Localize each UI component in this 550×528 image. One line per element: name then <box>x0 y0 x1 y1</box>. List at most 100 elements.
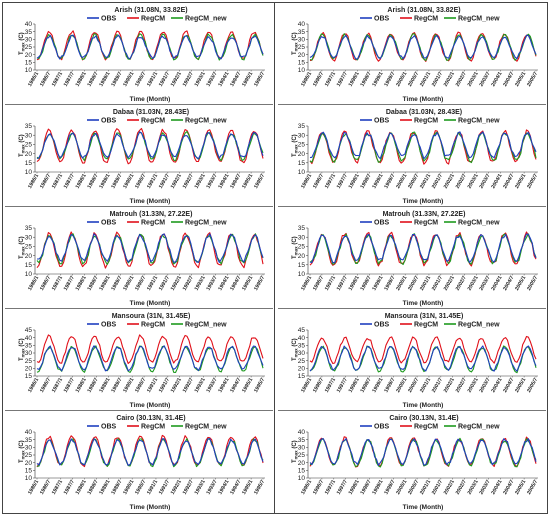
y-tick-label: 35 <box>25 437 33 444</box>
legend-label: RegCM_new <box>458 220 500 227</box>
y-tick-label: 45 <box>25 327 33 334</box>
legend-label: RegCM <box>414 322 438 329</box>
y-tick-label: 20 <box>25 460 33 467</box>
legend-label: RegCM_new <box>185 424 227 431</box>
y-tick-label: 25 <box>25 244 33 251</box>
y-tick-label: 30 <box>298 350 306 357</box>
y-tick-label: 25 <box>298 244 306 251</box>
y-tick-label: 30 <box>298 234 306 241</box>
y-tick-label: 35 <box>298 29 306 36</box>
y-tick-label: 25 <box>298 452 306 459</box>
chart-title: Mansoura (31N, 31.45E) <box>112 313 191 320</box>
y-tick-label: 35 <box>298 123 306 130</box>
x-axis-label: Time (Month) <box>403 96 444 103</box>
x-tick-label: 2005/7 <box>526 71 539 88</box>
station-chart-right-1: Arish (31.08N, 33.82E) OBS RegCM RegCM_new 1… <box>278 4 546 104</box>
legend-item-regcm: RegCM <box>127 118 165 125</box>
chart-svg: Arish (31.08N, 33.82E) OBS RegCM RegCM_new 1… <box>19 7 266 103</box>
column-divider <box>274 2 275 514</box>
legend-item-obs: OBS <box>360 322 390 329</box>
y-tick-label: 20 <box>25 151 33 158</box>
y-tick-label: 15 <box>25 160 33 167</box>
legend-label: RegCM_new <box>458 424 500 431</box>
x-tick-label: 1995/7 <box>253 71 266 88</box>
panel-separator <box>278 308 546 309</box>
y-tick-label: 35 <box>25 343 33 350</box>
legend-item-obs: OBS <box>87 220 117 227</box>
y-tick-label: 25 <box>298 142 306 149</box>
x-tick-label: 1995/7 <box>253 377 266 394</box>
x-tick-label: 1995/7 <box>253 173 266 190</box>
y-tick-label: 40 <box>25 429 33 436</box>
panel-separator <box>5 308 273 309</box>
x-tick-label: 1995/7 <box>253 479 266 496</box>
legend-item-regcm: RegCM <box>127 424 165 431</box>
legend-label: OBS <box>101 220 117 227</box>
y-tick-label: 10 <box>298 169 306 176</box>
legend-item-regcm_new: RegCM_new <box>444 220 500 227</box>
chart-title: Cairo (30.13N, 31.4E) <box>116 415 185 422</box>
y-tick-label: 25 <box>25 358 33 365</box>
y-tick-label: 30 <box>298 445 306 452</box>
chart-title: Dabaa (31.03N, 28.43E) <box>113 109 189 116</box>
y-tick-label: 10 <box>25 169 33 176</box>
legend-item-obs: OBS <box>87 16 117 23</box>
chart-svg: Matrouh (31.33N, 27.22E) OBS RegCM RegCM_ne… <box>19 211 266 307</box>
x-tick-label: 2005/7 <box>526 275 539 292</box>
station-chart-left-2: Dabaa (31.03N, 28.43E) OBS RegCM RegCM_new 1… <box>5 106 273 206</box>
series-line-regcm_new <box>36 345 264 373</box>
y-tick-label: 15 <box>25 60 33 67</box>
station-chart-left-4: Mansoura (31N, 31.45E) OBS RegCM RegCM_new 1… <box>5 310 273 410</box>
series-line-obs <box>309 438 537 466</box>
y-tick-label: 40 <box>25 335 33 342</box>
y-tick-label: 10 <box>25 475 33 482</box>
legend-label: RegCM <box>141 220 165 227</box>
panel-separator <box>278 206 546 207</box>
y-axis-label: Tmax (C) <box>19 440 26 463</box>
x-axis-label: Time (Month) <box>130 504 171 511</box>
series-line-obs <box>309 345 537 372</box>
legend-label: OBS <box>101 424 117 431</box>
y-tick-label: 30 <box>298 132 306 139</box>
chart-svg: Dabaa (31.03N, 28.43E) OBS RegCM RegCM_new 1… <box>292 109 539 205</box>
series-line-obs <box>36 437 264 466</box>
legend-item-regcm_new: RegCM_new <box>444 118 500 125</box>
y-tick-label: 10 <box>25 67 33 74</box>
y-tick-label: 35 <box>298 225 306 232</box>
series-line-obs <box>37 233 264 263</box>
legend-item-regcm: RegCM <box>127 16 165 23</box>
panel-separator <box>5 410 273 411</box>
y-axis-label: Tmax (C) <box>19 32 26 55</box>
series-line-obs <box>36 345 264 372</box>
y-axis-label: Tmax (C) <box>292 134 299 157</box>
x-axis-label: Time (Month) <box>130 402 171 409</box>
chart-title: Mansoura (31N, 31.45E) <box>385 313 464 320</box>
station-chart-left-3: Matrouh (31.33N, 27.22E) OBS RegCM RegCM_ne… <box>5 208 273 308</box>
panel-separator <box>278 104 546 105</box>
y-tick-label: 25 <box>25 452 33 459</box>
series-line-regcm <box>36 334 264 365</box>
x-axis-label: Time (Month) <box>403 402 444 409</box>
y-tick-label: 30 <box>25 37 33 44</box>
y-axis-label: Tmax (C) <box>19 236 26 259</box>
figure-frame <box>2 2 548 514</box>
x-axis-label: Time (Month) <box>403 504 444 511</box>
y-tick-label: 30 <box>25 234 33 241</box>
y-tick-label: 15 <box>298 160 306 167</box>
legend-label: RegCM <box>414 424 438 431</box>
legend-item-obs: OBS <box>87 118 117 125</box>
x-axis-label: Time (Month) <box>130 96 171 103</box>
legend-item-regcm_new: RegCM_new <box>444 424 500 431</box>
station-chart-right-4: Mansoura (31N, 31.45E) OBS RegCM RegCM_new 1… <box>278 310 546 410</box>
y-tick-label: 20 <box>298 253 306 260</box>
legend-item-regcm: RegCM <box>400 16 438 23</box>
y-tick-label: 40 <box>25 21 33 28</box>
legend-label: RegCM <box>141 16 165 23</box>
series-line-obs <box>36 34 264 60</box>
legend-item-regcm: RegCM <box>400 220 438 227</box>
legend-label: RegCM_new <box>185 118 227 125</box>
legend-label: RegCM <box>141 322 165 329</box>
x-tick-label: 2005/7 <box>526 377 539 394</box>
legend-item-obs: OBS <box>87 322 117 329</box>
y-tick-label: 35 <box>298 437 306 444</box>
